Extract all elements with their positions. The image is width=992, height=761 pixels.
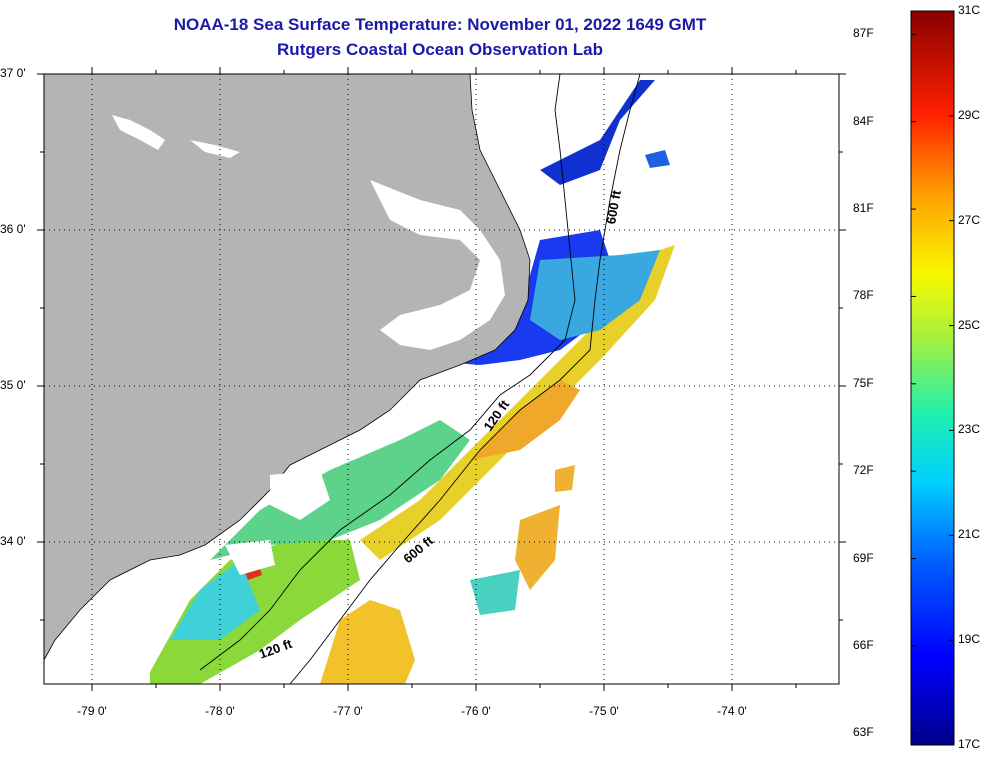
contour-120ft	[199, 74, 576, 671]
contour-600ft	[289, 74, 641, 684]
colorbar-celsius-label: 19C	[958, 632, 981, 647]
lat-label: 36 0'	[0, 222, 26, 236]
sst-patch-mid-shelf	[210, 420, 470, 560]
colorbar-celsius-label: 27C	[958, 212, 981, 227]
colorbar-fahrenheit-label: 78F	[853, 288, 874, 303]
sst-patch-blue-east	[645, 150, 670, 168]
sst-patch-cyan-south	[170, 560, 260, 640]
sst-patch-orange-gulfstream	[470, 380, 580, 460]
lat-label: 37 0'	[0, 66, 26, 80]
lat-label: 35 0'	[0, 378, 26, 392]
colorbar-celsius-label: 21C	[958, 527, 981, 542]
contour-label-600-north: 600 ft	[603, 189, 624, 226]
lon-label: -77 0'	[333, 704, 363, 718]
sst-patch-warm-south	[320, 600, 415, 684]
colorbar-fahrenheit-label: 63F	[853, 725, 874, 740]
sst-patch-teal-north	[530, 250, 660, 340]
sst-patch-offshore-1	[515, 505, 560, 590]
map-subtitle: Rutgers Coastal Ocean Observation Lab	[277, 40, 603, 59]
lon-label: -76 0'	[461, 704, 491, 718]
map-area	[44, 74, 839, 684]
sst-patch-offshore-3	[470, 570, 520, 615]
axis-ticks	[37, 67, 846, 691]
sound-water	[370, 180, 505, 350]
lat-label: 34 0'	[0, 534, 26, 548]
lon-label: -74 0'	[717, 704, 747, 718]
inland-lake-2	[190, 140, 240, 158]
white-patch-1	[270, 470, 330, 520]
lon-label: -79 0'	[77, 704, 107, 718]
colorbar-fahrenheit-label: 75F	[853, 375, 874, 390]
colorbar-fahrenheit-label: 87F	[853, 26, 874, 41]
colorbar-fahrenheit-label: 66F	[853, 637, 874, 652]
lon-label: -75 0'	[589, 704, 619, 718]
plot-frame	[43, 73, 840, 685]
inland-lake-1	[112, 115, 165, 150]
colorbar-fahrenheit-label: 81F	[853, 201, 874, 216]
colorbar-celsius-label: 29C	[958, 107, 981, 122]
sst-patch-offshore-2	[555, 465, 575, 492]
graticule	[44, 74, 839, 684]
colorbar-celsius-label: 17C	[958, 737, 981, 751]
colorbar-celsius-label: 31C	[958, 3, 981, 17]
sst-patch-blue-north	[540, 80, 655, 185]
white-patch-2	[225, 540, 275, 575]
colorbar-fahrenheit-label: 72F	[853, 463, 874, 478]
colorbar	[910, 10, 955, 746]
map-title: NOAA-18 Sea Surface Temperature: Novembe…	[173, 15, 707, 34]
colorbar-ticks	[911, 10, 954, 746]
colorbar-fahrenheit-label: 69F	[853, 550, 874, 565]
colorbar-celsius-label: 25C	[958, 317, 981, 332]
lon-label: -78 0'	[205, 704, 235, 718]
colorbar-celsius-label: 23C	[958, 422, 981, 437]
colorbar-fahrenheit-label: 84F	[853, 113, 874, 128]
